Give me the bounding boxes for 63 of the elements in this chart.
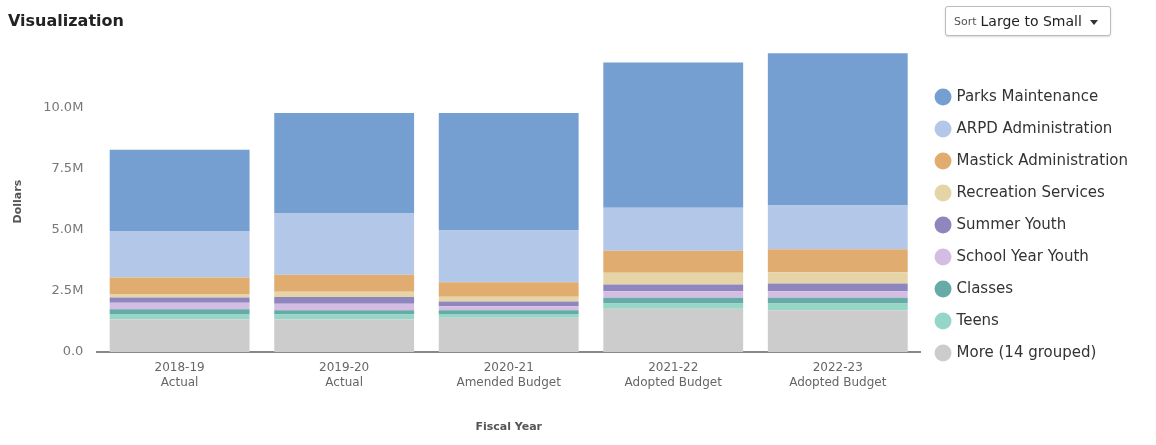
- bar: [274, 303, 415, 311]
- bar: [274, 296, 415, 304]
- legend-label: Mastick Administration: [956, 150, 1129, 169]
- y-axis-title: Dollars: [11, 179, 25, 224]
- legend-label: Classes: [956, 278, 1014, 297]
- bar: [603, 297, 744, 304]
- bar: [109, 297, 250, 303]
- sort-dropdown: Sort Large to Small: [945, 6, 1111, 36]
- x-axis-title: Fiscal Year: [475, 420, 543, 434]
- bar: [603, 303, 744, 309]
- bar: [767, 310, 908, 352]
- bar: [109, 277, 250, 295]
- chart-title: Visualization: [8, 10, 124, 30]
- bar: [438, 314, 579, 318]
- y-tick-label: 0.0: [62, 343, 84, 359]
- bar: [109, 314, 250, 320]
- bar: [767, 53, 908, 206]
- bar: [438, 113, 579, 231]
- bar: [109, 309, 250, 315]
- legend-label: School Year Youth: [956, 246, 1089, 265]
- legend-label: More (14 grouped): [956, 342, 1097, 361]
- bar: [274, 213, 415, 275]
- legend-label: Parks Maintenance: [956, 86, 1099, 105]
- bar: [274, 319, 415, 352]
- bar: [603, 272, 744, 285]
- bar: [603, 207, 744, 251]
- bar: [438, 230, 579, 283]
- x-tick-label: 2018-19 Actual: [154, 360, 205, 389]
- y-tick-label: 2.5M: [51, 282, 84, 298]
- bar: [438, 310, 579, 315]
- bar: [438, 296, 579, 302]
- y-tick-label: 10.0M: [43, 98, 84, 114]
- bar: [274, 274, 415, 292]
- y-tick-label: 5.0M: [51, 221, 84, 237]
- bar: [109, 230, 250, 278]
- bar: [274, 310, 415, 315]
- bar: [438, 317, 579, 352]
- y-tick-label: 7.5M: [51, 159, 84, 175]
- bar: [109, 149, 250, 231]
- bar: [274, 291, 415, 297]
- bar: [603, 62, 744, 208]
- x-tick-label: 2022-23 Adopted Budget: [789, 360, 887, 389]
- bar: [603, 250, 744, 273]
- bar: [603, 291, 744, 298]
- x-tick-label: 2020-21 Amended Budget: [456, 360, 562, 389]
- legend-label: ARPD Administration: [956, 118, 1113, 137]
- x-tick-label: 2021-22 Adopted Budget: [624, 360, 723, 389]
- bar: [603, 308, 744, 352]
- bar: [767, 272, 908, 284]
- bar: [767, 205, 908, 250]
- bar: [767, 297, 908, 304]
- bar: [274, 113, 415, 214]
- bar: [767, 249, 908, 273]
- x-tick-label: 2019-20 Actual: [319, 360, 370, 389]
- bar: [438, 282, 579, 297]
- legend-label: Teens: [955, 310, 1000, 329]
- bar: [109, 302, 250, 310]
- bar: [109, 319, 250, 352]
- bar: [438, 306, 579, 311]
- legend-label: Summer Youth: [956, 214, 1067, 233]
- legend-label: Recreation Services: [956, 182, 1105, 201]
- bar: [767, 303, 908, 311]
- bar: [767, 291, 908, 298]
